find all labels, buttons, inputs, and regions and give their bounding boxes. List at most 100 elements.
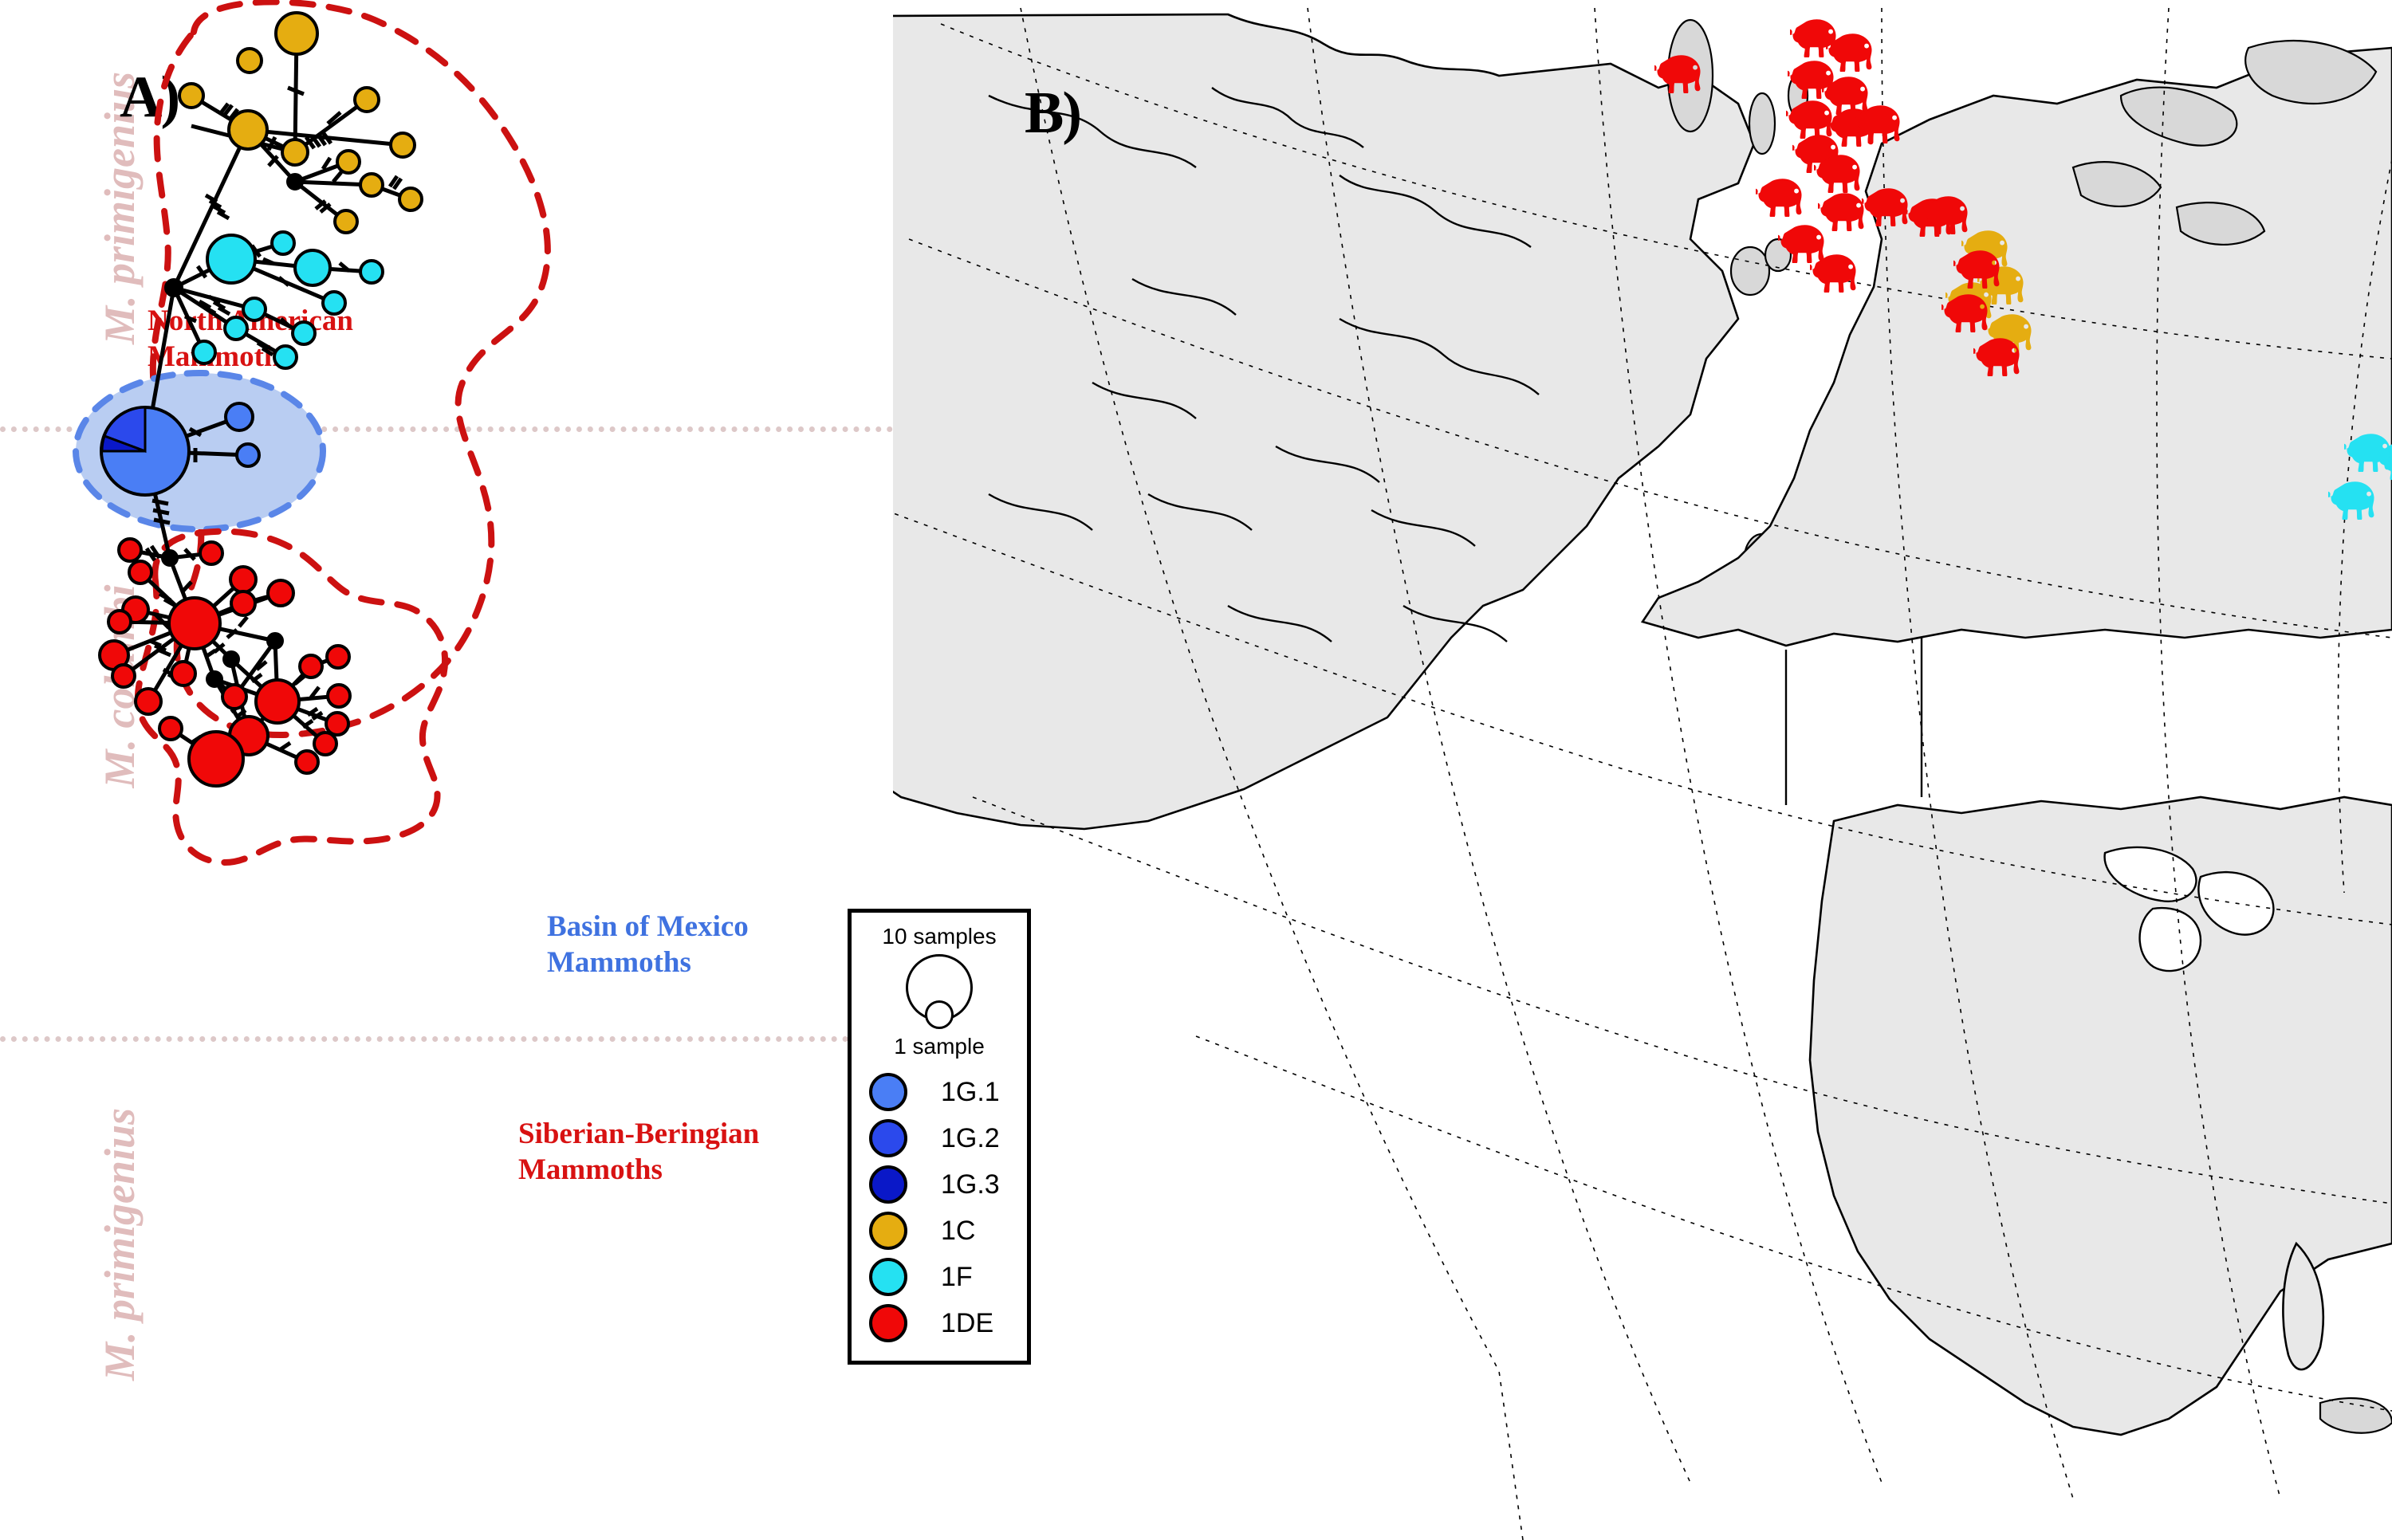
divider-primigenius-columbi bbox=[0, 426, 893, 432]
node-1f bbox=[223, 316, 249, 341]
mammoth-icon-1de bbox=[1788, 132, 1843, 175]
node-1g1 bbox=[235, 442, 261, 468]
mammoth-icon-1de bbox=[1752, 175, 1807, 218]
mammoth-icon-1de bbox=[1650, 52, 1705, 95]
node-1de bbox=[107, 609, 132, 634]
mammoth-icon-1de bbox=[1949, 247, 2004, 290]
node-1de bbox=[170, 660, 197, 687]
mammoth-icon-1c bbox=[1957, 227, 2012, 270]
legend-swatch-1f bbox=[869, 1258, 907, 1296]
legend-swatch-1c bbox=[869, 1212, 907, 1250]
legend-label-1g3: 1G.3 bbox=[941, 1169, 1000, 1200]
mammoth-icon-1f bbox=[2340, 430, 2392, 473]
legend-size-scale bbox=[852, 949, 1027, 1045]
legend-swatch-1g2 bbox=[869, 1119, 907, 1157]
mammoth-icon-1f bbox=[2324, 478, 2379, 521]
node-1f bbox=[359, 259, 384, 285]
node-1de bbox=[167, 596, 222, 650]
node-1c bbox=[227, 109, 269, 151]
legend-scale-top-label: 10 samples bbox=[882, 924, 997, 949]
node-1de bbox=[229, 565, 258, 594]
mammoth-icon-1de bbox=[1786, 16, 1841, 59]
node-1de bbox=[158, 716, 183, 741]
mammoth-icon-1de bbox=[1784, 57, 1839, 100]
node-1f bbox=[293, 249, 332, 287]
landmass-siberia bbox=[893, 13, 1756, 831]
mammoth-icon-1de bbox=[1858, 185, 1913, 228]
node-basin-of-mexico-pie bbox=[100, 406, 191, 497]
mammoth-icon-1de bbox=[1782, 97, 1837, 140]
node-1f bbox=[321, 290, 347, 316]
legend-item-1de[interactable]: 1DE bbox=[852, 1300, 1027, 1346]
legend-item-1f[interactable]: 1F bbox=[852, 1254, 1027, 1300]
panel-a-haplotype-network: M. primigenius M. columbi M. primigenius… bbox=[0, 0, 893, 1540]
node-1de bbox=[294, 749, 320, 775]
node-1c bbox=[389, 132, 416, 159]
legend-label-1g1: 1G.1 bbox=[941, 1076, 1000, 1107]
mammoth-icon-1de bbox=[1918, 193, 1973, 236]
node-1de bbox=[298, 654, 324, 679]
node-1de bbox=[313, 731, 338, 756]
node-1f bbox=[242, 297, 267, 322]
legend-item-1c[interactable]: 1C bbox=[852, 1208, 1027, 1254]
mammoth-icon-1de bbox=[1806, 251, 1861, 294]
node-1f bbox=[191, 340, 217, 365]
mammoth-icon-1de bbox=[1818, 73, 1873, 116]
node-1c bbox=[274, 11, 319, 56]
mammoth-icon-1de bbox=[1814, 190, 1869, 233]
outline-siberian-beringian bbox=[134, 528, 449, 866]
node-median-vector bbox=[206, 670, 223, 688]
mammoth-icon-1de bbox=[1822, 30, 1877, 73]
map-graticule bbox=[893, 7, 2392, 1540]
legend-item-1g2[interactable]: 1G.2 bbox=[852, 1115, 1027, 1161]
group-label-basin-of-mexico: Basin of Mexico Mammoths bbox=[547, 910, 749, 980]
legend-label-1g2: 1G.2 bbox=[941, 1122, 1000, 1153]
node-1de bbox=[187, 730, 245, 788]
node-median-vector bbox=[161, 549, 179, 567]
node-1c bbox=[336, 149, 361, 175]
legend-swatch-1de bbox=[869, 1304, 907, 1342]
node-1f bbox=[206, 234, 257, 285]
mammoth-icon-1de bbox=[1810, 151, 1865, 194]
outline-basin-of-mexico bbox=[73, 370, 326, 532]
node-1de bbox=[128, 560, 153, 585]
landmass-usa bbox=[1808, 796, 2392, 1436]
node-1de bbox=[266, 579, 295, 607]
mammoth-icon-1de bbox=[1774, 222, 1829, 265]
mammoth-icon-1c bbox=[1981, 311, 2036, 354]
node-median-vector bbox=[286, 173, 304, 191]
node-1f bbox=[270, 230, 296, 256]
legend-label-1c: 1C bbox=[941, 1215, 976, 1246]
mammoth-icon-layer bbox=[893, 0, 2392, 1540]
legend-scale-bottom-label: 1 sample bbox=[894, 1034, 985, 1059]
node-1c bbox=[236, 47, 263, 74]
node-1de bbox=[199, 540, 224, 566]
divider-columbi-primigenius bbox=[0, 1036, 893, 1042]
node-1de bbox=[230, 590, 257, 617]
node-1f bbox=[273, 344, 298, 370]
group-label-siberian-beringian: Siberian-Beringian Mammoths bbox=[518, 1118, 760, 1187]
node-1de bbox=[325, 711, 350, 737]
mammoth-icon-1de bbox=[1969, 335, 2024, 378]
node-1de bbox=[221, 683, 248, 710]
node-1c bbox=[353, 86, 380, 113]
network-nodes bbox=[98, 11, 423, 788]
legend-item-1g3[interactable]: 1G.3 bbox=[852, 1161, 1027, 1208]
outline-north-american bbox=[149, 0, 551, 739]
legend-item-1g1[interactable]: 1G.1 bbox=[852, 1069, 1027, 1115]
node-1f bbox=[291, 320, 317, 346]
node-1de bbox=[117, 537, 143, 563]
node-1c bbox=[398, 187, 423, 212]
panel-b-letter: B) bbox=[1025, 81, 1082, 146]
legend-circle-1-sample bbox=[925, 1000, 954, 1029]
node-1c bbox=[333, 209, 359, 234]
node-1de bbox=[326, 683, 352, 709]
haplotype-network-svg: .edge{stroke:#000;stroke-width:5;fill:no… bbox=[73, 0, 551, 866]
node-1de bbox=[254, 678, 301, 725]
node-1g1 bbox=[224, 402, 254, 432]
node-1de bbox=[134, 687, 163, 716]
node-1c bbox=[359, 172, 384, 198]
mammoth-icon-1de bbox=[1850, 102, 1905, 145]
node-1de bbox=[111, 663, 136, 689]
panel-b-distribution-map: .land{fill:#e8e8e8;stroke:#000;stroke-wi… bbox=[848, 0, 2392, 1540]
